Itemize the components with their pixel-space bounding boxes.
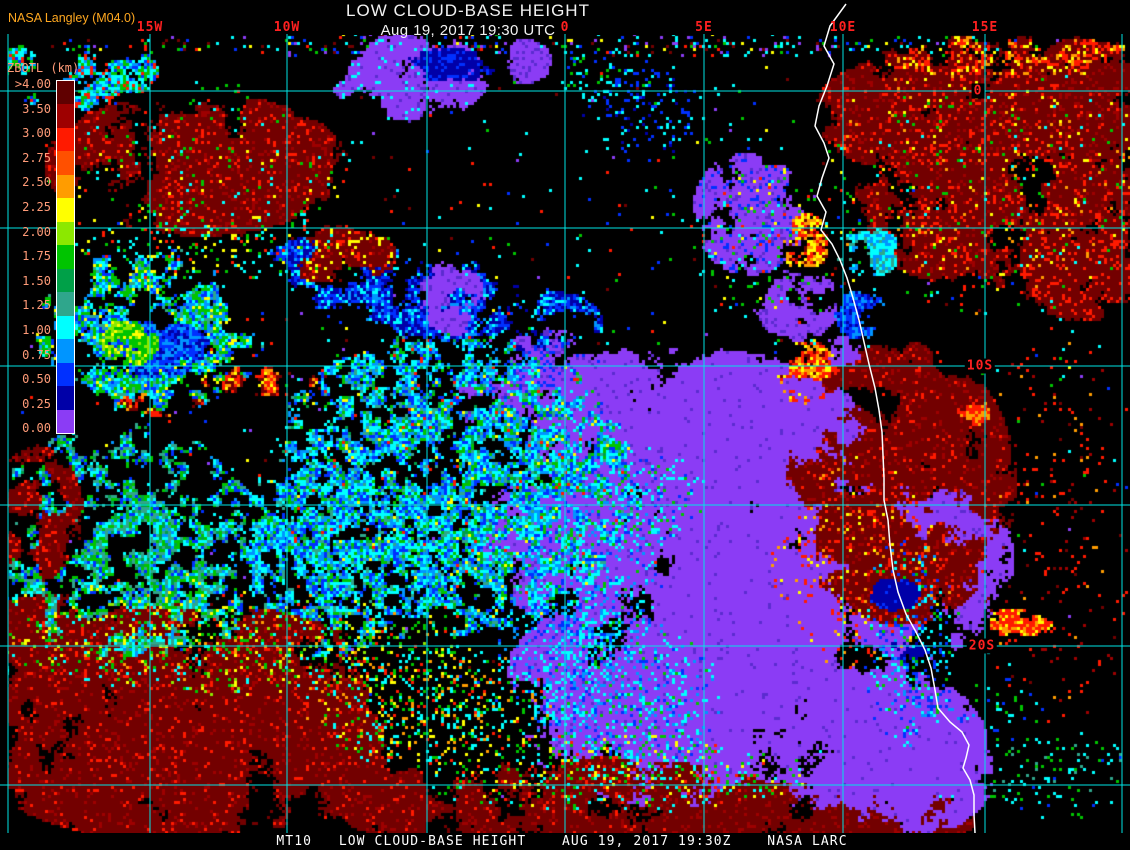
colorbar-segment <box>57 81 74 105</box>
colorbar-tick-label: 1.00 <box>22 323 51 337</box>
colorbar-tick-label: 2.50 <box>22 175 51 190</box>
cloud-map-canvas <box>8 35 1130 833</box>
status-bar-text: MT10 LOW CLOUD-BASE HEIGHT AUG 19, 2017 … <box>276 834 848 849</box>
page-subtitle: Aug 19, 2017 19:30 UTC <box>380 22 556 39</box>
colorbar-tick-label: 1.75 <box>22 249 51 264</box>
colorbar-segment <box>57 174 74 199</box>
longitude-label: 10E <box>829 20 857 35</box>
latitude-label: 10S <box>964 358 996 374</box>
colorbar-tick-label: >4.00 <box>14 77 51 91</box>
colorbar-tick-label: 2.75 <box>22 150 51 165</box>
colorbar-segment <box>57 104 74 128</box>
colorbar-segment <box>57 245 74 269</box>
colorbar-segment <box>57 268 74 293</box>
status-bar: MT10 LOW CLOUD-BASE HEIGHT AUG 19, 2017 … <box>0 833 1130 850</box>
colorbar-segment <box>57 151 74 175</box>
colorbar <box>56 80 75 434</box>
longitude-label: 15E <box>971 20 999 35</box>
colorbar-segment <box>57 409 74 434</box>
colorbar-segment <box>57 221 74 246</box>
longitude-label: 5E <box>695 20 713 35</box>
colorbar-tick-label: 2.00 <box>22 224 51 239</box>
latitude-label: 20S <box>966 638 998 654</box>
longitude-label: 0 <box>560 20 570 35</box>
colorbar-tick-label: 3.50 <box>22 101 51 116</box>
longitude-label: 15W <box>136 20 164 35</box>
colorbar-segment <box>57 127 74 152</box>
colorbar-segment <box>57 198 74 222</box>
title-block: LOW CLOUD-BASE HEIGHT Aug 19, 2017 19:30… <box>346 1 590 39</box>
colorbar-segment <box>57 386 74 410</box>
colorbar-segment <box>57 292 74 316</box>
colorbar-tick-label: 2.25 <box>22 200 51 214</box>
page-title: LOW CLOUD-BASE HEIGHT <box>346 1 590 20</box>
colorbar-tick-label: 0.00 <box>22 421 51 436</box>
colorbar-segment <box>57 315 74 340</box>
colorbar-tick-label: 0.25 <box>22 396 51 411</box>
colorbar-segment <box>57 339 74 363</box>
source-label: NASA Langley (M04.0) <box>8 11 136 25</box>
colorbar-tick-label: 0.50 <box>22 372 51 387</box>
colorbar-tick-label: 1.50 <box>22 273 51 288</box>
longitude-label: 10W <box>273 20 301 35</box>
colorbar-tick-label: 3.00 <box>22 126 51 141</box>
colorbar-tick-label: 0.75 <box>22 347 51 362</box>
colorbar-title: ZBOTL (km) <box>7 61 80 75</box>
colorbar-tick-label: 1.25 <box>22 298 51 313</box>
colorbar-segment <box>57 362 74 387</box>
latitude-label: 0 <box>971 83 985 99</box>
